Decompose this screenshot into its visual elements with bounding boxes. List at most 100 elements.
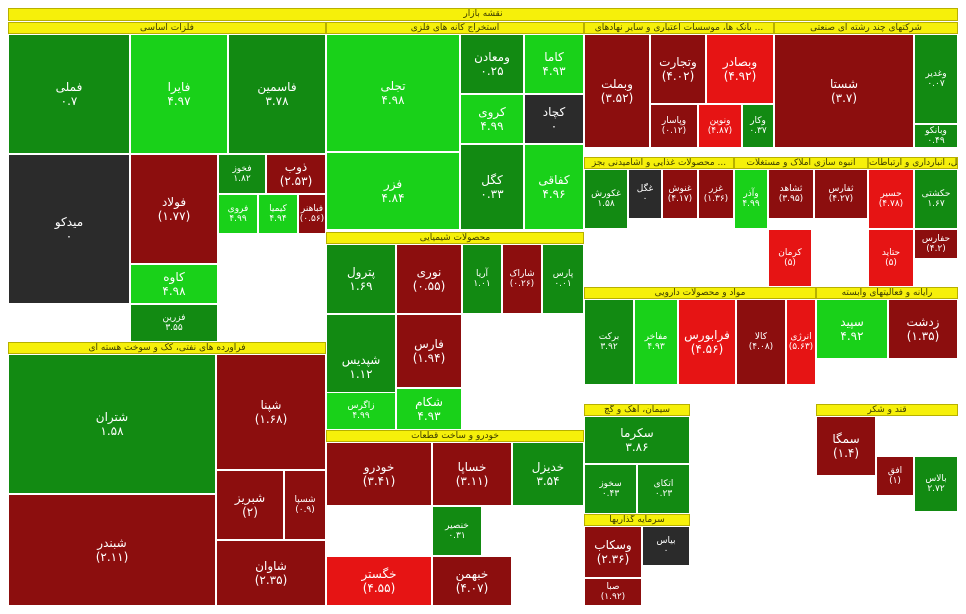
symbol-tile[interactable]: شسپا (۰.۹): [284, 470, 326, 540]
symbol-tile[interactable]: ومعادن ۰.۲۵: [460, 34, 524, 94]
symbol-tile[interactable]: سمگا (۱.۴): [816, 416, 876, 476]
symbol-tile[interactable]: وسکاب (۲.۳۶): [584, 526, 642, 578]
symbol-change: ۰: [65, 229, 73, 243]
symbol-tile[interactable]: شپنا (۱.۶۸): [216, 354, 326, 470]
symbol-tile[interactable]: کرمان (۵): [768, 229, 812, 287]
symbol-tile[interactable]: صبا (۱.۹۲): [584, 578, 642, 606]
symbol-change: (۳.۵۲): [600, 91, 634, 105]
sector-header: قند و شکر: [816, 404, 958, 416]
symbol-name: فارس: [414, 337, 444, 351]
symbol-tile[interactable]: زدشت (۱.۳۵): [888, 299, 958, 359]
symbol-tile[interactable]: حتاید (۵): [868, 229, 914, 287]
symbol-change: ۰.۴۹: [927, 136, 945, 146]
symbol-tile[interactable]: آریا ۱.۰۱: [462, 244, 502, 314]
symbol-tile[interactable]: حسیر (۴.۷۸): [868, 169, 914, 229]
symbol-tile[interactable]: ثشاهد (۳.۹۵): [768, 169, 814, 219]
symbol-tile[interactable]: وپاسار (۰.۱۲): [650, 104, 698, 148]
symbol-tile[interactable]: کروی ۴.۹۹: [460, 94, 524, 144]
symbol-change: (۴.۰۷): [455, 581, 489, 595]
symbol-tile[interactable]: شبندر (۲.۱۱): [8, 494, 216, 606]
sector-header: استخراج کانه های فلزی: [326, 22, 584, 34]
symbol-tile[interactable]: ثفارس (۴.۲۷): [814, 169, 868, 219]
symbol-tile[interactable]: ذوب (۲.۵۳): [266, 154, 326, 194]
symbol-change: ۲.۷۲: [927, 484, 945, 494]
symbol-tile[interactable]: فارس (۱.۹۴): [396, 314, 462, 388]
symbol-tile[interactable]: خنصیر ۰.۳۱: [432, 506, 482, 556]
symbol-tile[interactable]: خگستر (۴.۵۵): [326, 556, 432, 606]
symbol-change: ۱.۵۸: [597, 199, 615, 209]
symbol-change: ۴.۹۴: [269, 214, 287, 224]
symbol-tile[interactable]: شاراک (۰.۲۶): [502, 244, 542, 314]
symbol-tile[interactable]: اتکای ۰.۲۳: [637, 464, 690, 514]
sector-header: خودرو و ساخت قطعات: [326, 430, 584, 442]
symbol-tile[interactable]: فایرا ۴.۹۷: [130, 34, 228, 154]
symbol-tile[interactable]: انرژی (۵.۶۳): [786, 299, 816, 385]
symbol-tile[interactable]: وتجارت (۴.۰۲): [650, 34, 706, 104]
symbol-tile[interactable]: سپید ۴.۹۲: [816, 299, 888, 359]
symbol-tile[interactable]: بیاس ۰: [642, 526, 690, 566]
symbol-tile[interactable]: شاوان (۲.۳۵): [216, 540, 326, 606]
symbol-tile[interactable]: فملی ۰.۷: [8, 34, 130, 154]
symbol-tile[interactable]: وآذر ۴.۹۹: [734, 169, 768, 229]
symbol-tile[interactable]: زاگرس ۴.۹۹: [326, 392, 396, 430]
symbol-tile[interactable]: فباهنر (۰.۵۶): [298, 194, 326, 234]
symbol-tile[interactable]: وکار ۰.۳۷: [742, 104, 774, 148]
symbol-change: ۱.۶۷: [927, 199, 945, 209]
symbol-tile[interactable]: ونوین (۴.۸۷): [698, 104, 742, 148]
symbol-tile[interactable]: فخوز ۱.۸۲: [218, 154, 266, 194]
symbol-change: ۱.۸۲: [233, 174, 251, 184]
symbol-tile[interactable]: حکشتی ۱.۶۷: [914, 169, 958, 229]
symbol-tile[interactable]: غنوش (۴.۱۷): [662, 169, 698, 219]
sector-header: مواد و محصولات دارویی: [584, 287, 816, 299]
symbol-name: غنوش: [668, 184, 692, 194]
symbol-tile[interactable]: حفارس (۴.۲): [914, 229, 958, 259]
symbol-tile[interactable]: سکرما ۳.۸۶: [584, 416, 690, 464]
symbol-tile[interactable]: فروی ۴.۹۹: [218, 194, 258, 234]
symbol-tile[interactable]: تجلی ۴.۹۸: [326, 34, 460, 152]
symbol-tile[interactable]: کاوه ۴.۹۸: [130, 264, 218, 304]
sector-header: رایانه و فعالیتهای وابسته: [816, 287, 958, 299]
symbol-tile[interactable]: فزر ۴.۸۴: [326, 152, 460, 230]
symbol-tile[interactable]: کاما ۴.۹۳: [524, 34, 584, 94]
symbol-tile[interactable]: فاسمین ۳.۷۸: [228, 34, 326, 154]
symbol-tile[interactable]: بالاس ۲.۷۲: [914, 456, 958, 512]
symbol-tile[interactable]: وبصادر (۴.۹۲): [706, 34, 774, 104]
symbol-tile[interactable]: پترول ۱.۶۹: [326, 244, 396, 314]
symbol-tile[interactable]: نوری (۰.۵۵): [396, 244, 462, 314]
symbol-name: فخوز: [232, 164, 252, 174]
symbol-name: شبندر: [97, 536, 127, 550]
symbol-tile[interactable]: برکت ۳.۹۲: [584, 299, 634, 385]
symbol-tile[interactable]: غکورش ۱.۵۸: [584, 169, 628, 229]
symbol-tile[interactable]: فولاد (۱.۷۷): [130, 154, 218, 264]
symbol-tile[interactable]: غزر (۱.۳۶): [698, 169, 734, 219]
symbol-tile[interactable]: کگل ۰.۳۳: [460, 144, 524, 230]
symbol-tile[interactable]: خبهمن (۴.۰۷): [432, 556, 512, 606]
symbol-tile[interactable]: وغدیر ۰.۰۷: [914, 34, 958, 124]
symbol-tile[interactable]: مفاخر ۴.۹۳: [634, 299, 678, 385]
symbol-change: ۳.۹۲: [600, 342, 618, 352]
symbol-tile[interactable]: شتران ۱.۵۸: [8, 354, 216, 494]
symbol-tile[interactable]: کچاد ۰: [524, 94, 584, 144]
symbol-tile[interactable]: وبملت (۳.۵۲): [584, 34, 650, 148]
symbol-change: ۰.۴۳: [601, 489, 620, 499]
symbol-tile[interactable]: فرابورس (۴.۵۶): [678, 299, 736, 385]
symbol-tile[interactable]: شکام ۴.۹۳: [396, 388, 462, 430]
symbol-tile[interactable]: میدکو ۰: [8, 154, 130, 304]
symbol-change: (۰.۲۶): [509, 279, 535, 289]
symbol-tile[interactable]: خودرو (۳.۴۱): [326, 442, 432, 506]
symbol-tile[interactable]: خدیزل ۳.۵۴: [512, 442, 584, 506]
symbol-tile[interactable]: سخوز ۰.۴۳: [584, 464, 637, 514]
symbol-tile[interactable]: خساپا (۳.۱۱): [432, 442, 512, 506]
symbol-tile[interactable]: کیمیا ۴.۹۴: [258, 194, 298, 234]
symbol-tile[interactable]: پارس ۰.۰۱: [542, 244, 584, 314]
symbol-tile[interactable]: فزرین ۳.۵۵: [130, 304, 218, 342]
symbol-tile[interactable]: افق (۱): [876, 456, 914, 496]
symbol-name: شپدیس: [341, 353, 381, 367]
symbol-tile[interactable]: غگل ۰: [628, 169, 662, 219]
symbol-tile[interactable]: وبانکو ۰.۴۹: [914, 124, 958, 148]
symbol-tile[interactable]: کفاقی ۴.۹۶: [524, 144, 584, 230]
symbol-tile[interactable]: کالا (۴.۰۸): [736, 299, 786, 385]
symbol-tile[interactable]: شبریز (۲): [216, 470, 284, 540]
symbol-tile[interactable]: شستا (۳.۷): [774, 34, 914, 148]
